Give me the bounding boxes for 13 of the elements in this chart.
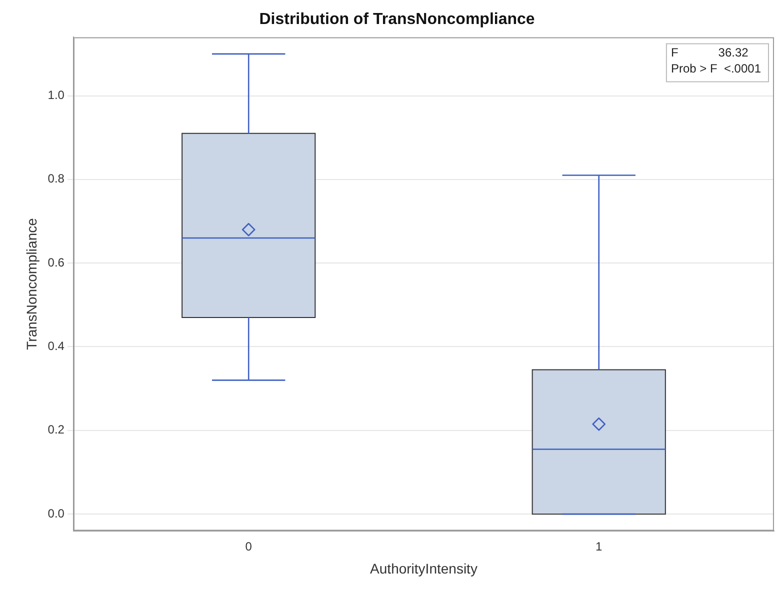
y-tick-label: 0.0	[48, 506, 65, 520]
y-tick-label: 0.8	[48, 172, 65, 186]
chart-title: Distribution of TransNoncompliance	[259, 11, 535, 28]
x-tick-label: 0	[245, 539, 252, 554]
x-axis-title: AuthorityIntensity	[370, 560, 478, 576]
x-tick-label: 1	[596, 539, 603, 554]
annotation: Prob > F <.0001	[670, 62, 762, 76]
y-axis-title: TransNoncompliance	[23, 218, 40, 350]
y-tick-label: 1.0	[48, 88, 65, 102]
y-tick-label: 0.6	[48, 255, 65, 270]
y-tick-label: 0.2	[48, 422, 65, 437]
y-tick-label: 0.4	[48, 339, 65, 354]
annotation: F 36.32	[670, 46, 749, 60]
